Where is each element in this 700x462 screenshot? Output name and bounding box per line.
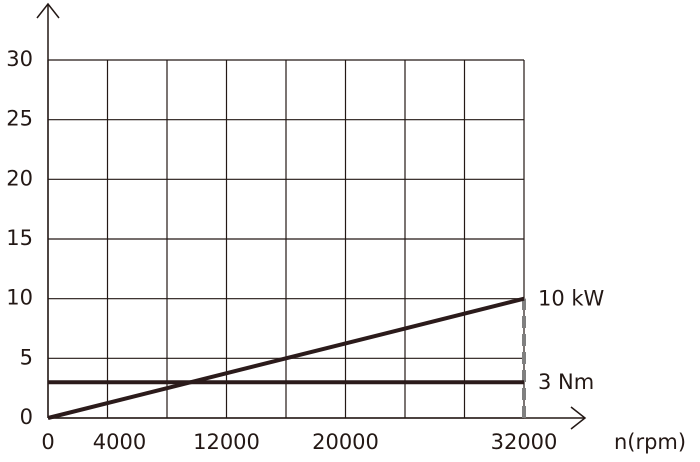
x-tick-label: 20000: [312, 430, 379, 454]
y-tick-label: 20: [6, 166, 33, 190]
x-tick-label: 32000: [491, 430, 558, 454]
y-tick-label: 25: [6, 107, 33, 131]
y-tick-label: 0: [20, 405, 33, 429]
y-axis-arrow: [36, 2, 60, 19]
y-tick-label: 10: [6, 286, 33, 310]
y-tick-label: 30: [6, 47, 33, 71]
series-label: 3 Nm: [538, 370, 594, 394]
x-tick-label: 0: [41, 430, 54, 454]
y-tick-label: 5: [20, 345, 33, 369]
series-label: 10 kW: [538, 287, 605, 311]
series-line: [47, 296, 525, 420]
x-axis-arrow: [570, 406, 587, 430]
y-tick-label: 15: [6, 226, 33, 250]
x-tick-label: 12000: [193, 430, 260, 454]
x-tick-label: 4000: [93, 430, 146, 454]
x-axis-label: n(rpm): [614, 430, 686, 454]
